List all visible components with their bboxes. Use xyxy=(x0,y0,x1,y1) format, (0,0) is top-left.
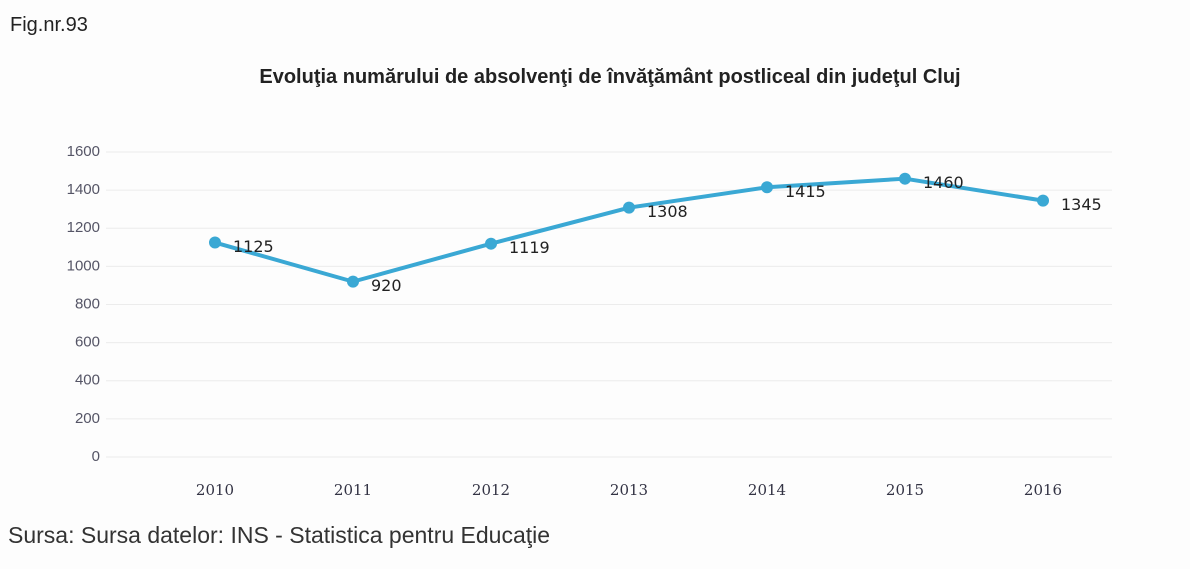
data-label: 1460 xyxy=(923,173,964,192)
data-point xyxy=(347,275,359,288)
x-tick-label: 2013 xyxy=(610,481,648,499)
y-tick-label: 1400 xyxy=(67,181,100,198)
source-note: Sursa: Sursa datelor: INS - Statistica p… xyxy=(8,522,551,548)
y-tick-label: 800 xyxy=(75,295,100,312)
y-tick-label: 1600 xyxy=(67,143,100,160)
data-point xyxy=(1037,194,1049,207)
data-label: 1415 xyxy=(785,182,826,201)
figure-label: Fig.nr.93 xyxy=(10,14,88,36)
x-tick-label: 2011 xyxy=(334,481,372,499)
data-label: 1119 xyxy=(509,238,550,257)
data-point xyxy=(623,201,635,214)
y-tick-label: 200 xyxy=(75,410,100,427)
x-tick-label: 2014 xyxy=(748,481,786,499)
y-tick-label: 1200 xyxy=(67,219,100,236)
data-label: 1345 xyxy=(1061,195,1102,214)
data-point xyxy=(485,237,497,250)
y-tick-label: 0 xyxy=(92,448,100,465)
data-point xyxy=(209,236,221,249)
data-label: 920 xyxy=(371,276,402,295)
data-point xyxy=(761,181,773,194)
chart-title: Evoluţia numărului de absolvenţi de învă… xyxy=(259,66,961,88)
y-tick-label: 400 xyxy=(75,372,100,389)
x-tick-label: 2010 xyxy=(196,481,234,499)
data-label: 1308 xyxy=(647,202,688,221)
y-tick-label: 1000 xyxy=(67,257,100,274)
x-tick-label: 2012 xyxy=(472,481,510,499)
x-tick-label: 2016 xyxy=(1024,481,1062,499)
data-label: 1125 xyxy=(233,237,274,256)
x-tick-label: 2015 xyxy=(886,481,924,499)
data-point xyxy=(899,172,911,185)
y-tick-label: 600 xyxy=(75,334,100,351)
